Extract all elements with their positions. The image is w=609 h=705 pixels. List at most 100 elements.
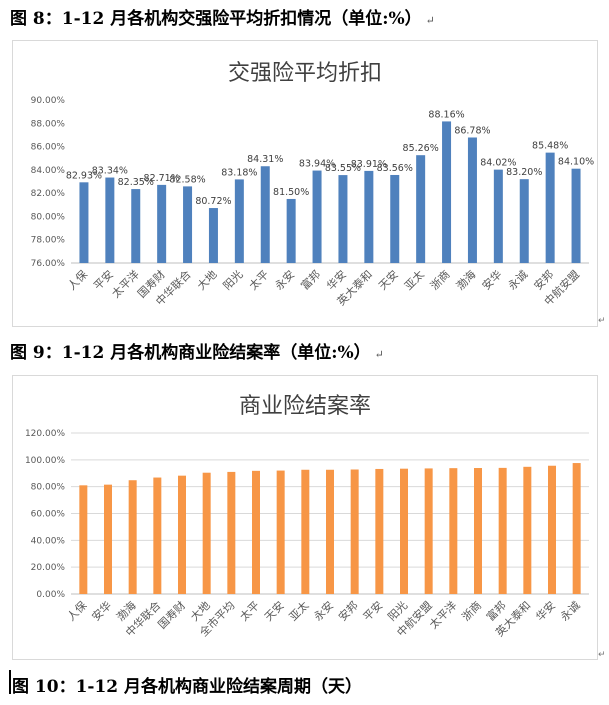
y-tick-label: 0.00%	[36, 590, 65, 600]
y-tick-label: 76.00%	[31, 259, 66, 269]
y-tick-label: 80.00%	[31, 483, 66, 493]
y-tick-label: 40.00%	[31, 536, 66, 546]
data-label: 82.35%	[118, 177, 154, 188]
category-label: 天安	[375, 267, 400, 292]
bar	[467, 137, 477, 263]
y-tick-label: 84.00%	[31, 166, 66, 176]
data-label: 88.16%	[428, 109, 464, 120]
bar	[572, 463, 581, 594]
bar	[79, 485, 88, 594]
data-label: 81.50%	[273, 187, 309, 198]
y-tick-label: 20.00%	[31, 563, 66, 573]
bar	[276, 470, 285, 594]
figure-9-caption-text: 图 9：1-12 月各机构商业险结案率（单位:%）	[10, 343, 371, 363]
y-tick-label: 78.00%	[31, 236, 66, 246]
data-label: 86.78%	[454, 125, 490, 136]
data-label: 82.93%	[66, 170, 102, 181]
data-label: 85.48%	[532, 141, 568, 152]
category-label: 富邦	[298, 267, 323, 292]
bar	[131, 189, 141, 263]
return-mark-icon: ↵	[374, 348, 384, 361]
category-label: 平安	[360, 598, 385, 623]
y-tick-label: 82.00%	[31, 189, 66, 199]
category-label: 大地	[194, 267, 219, 292]
category-label: 亚太	[287, 599, 312, 624]
bar	[105, 177, 115, 263]
bar	[493, 169, 503, 263]
y-tick-label: 90.00%	[31, 96, 66, 106]
bar	[183, 186, 193, 263]
bar	[350, 469, 359, 594]
y-tick-label: 120.00%	[25, 429, 65, 439]
discount-chart: 交强险平均折扣 76.00% 78.00% 80.00% 82.00% 84.00% 86…	[12, 40, 598, 327]
category-label: 安华	[89, 598, 114, 623]
bar	[571, 168, 581, 263]
category-label: 阳光	[220, 267, 245, 292]
text-cursor	[9, 670, 11, 694]
category-label: 浙商	[459, 598, 484, 623]
figure-9-caption: 图 9：1-12 月各机构商业险结案率（单位:%） ↵	[10, 338, 384, 363]
bar	[178, 475, 186, 594]
bar	[390, 174, 400, 263]
data-label: 83.91%	[351, 159, 387, 170]
bar	[252, 470, 260, 594]
y-tick-label: 100.00%	[25, 456, 65, 466]
category-label: 永安	[311, 598, 336, 623]
data-label: 82.71%	[144, 173, 180, 184]
category-label: 太平洋	[426, 598, 459, 631]
bar	[227, 471, 236, 594]
return-mark-icon: ↵	[598, 650, 606, 660]
data-label: 84.02%	[480, 158, 516, 169]
discount-chart-plot: 76.00% 78.00% 80.00% 82.00% 84.00% 86.00% 88.0…	[31, 96, 594, 308]
category-label: 国寿财	[155, 598, 188, 631]
bar	[449, 468, 458, 594]
bar	[312, 170, 322, 263]
category-label: 人保	[65, 267, 90, 292]
data-label: 83.94%	[299, 159, 335, 170]
bar	[157, 184, 167, 263]
figure-10-caption: 图 10：1-12 月各机构商业险结案周期（天）	[12, 677, 363, 697]
bar	[326, 469, 334, 594]
figure-8-caption: 图 8：1-12 月各机构交强险平均折扣情况（单位:%） ↵	[10, 4, 435, 29]
y-tick-label: 80.00%	[31, 212, 66, 222]
bar	[498, 467, 507, 594]
bar	[301, 469, 310, 594]
return-mark-icon: ↵	[598, 316, 606, 326]
bar	[338, 175, 348, 263]
bar	[519, 179, 529, 263]
bar	[208, 208, 218, 263]
category-label: 天安	[261, 598, 286, 623]
category-label: 永诚	[557, 598, 582, 623]
data-label: 85.26%	[403, 143, 439, 154]
bar	[545, 152, 555, 263]
closure-rate-chart-plot: 0.00% 20.00% 40.00% 60.00% 80.00% 100.00% 120.…	[25, 429, 589, 639]
discount-chart-title: 交强险平均折扣	[227, 61, 382, 86]
category-label: 太平	[237, 599, 262, 624]
bar	[128, 480, 137, 594]
category-label: 永安	[272, 267, 297, 292]
bar	[234, 179, 244, 263]
y-tick-label: 86.00%	[31, 143, 66, 153]
category-label: 渤海	[453, 267, 478, 292]
data-label: 83.18%	[221, 167, 257, 178]
bar	[364, 170, 374, 263]
y-tick-label: 60.00%	[31, 510, 66, 520]
bar	[375, 468, 384, 594]
bar	[79, 182, 89, 263]
bar	[202, 472, 211, 594]
category-label: 人保	[64, 598, 89, 623]
closure-rate-chart-title: 商业险结案率	[238, 394, 371, 419]
bar	[548, 465, 556, 594]
category-label: 浙商	[427, 267, 452, 292]
bar	[153, 477, 162, 594]
data-label: 80.72%	[195, 196, 231, 207]
bar	[400, 468, 408, 594]
category-label: 太平	[247, 268, 272, 293]
category-label: 亚太	[402, 268, 427, 293]
category-label: 安华	[479, 267, 504, 292]
category-label: 安邦	[335, 598, 360, 623]
bar	[260, 166, 270, 263]
bar	[523, 466, 532, 594]
category-label: 永诚	[505, 267, 530, 292]
closure-rate-chart: 商业险结案率 0.00% 20.00% 40.00% 60.00% 80.00% 100.…	[12, 375, 598, 660]
